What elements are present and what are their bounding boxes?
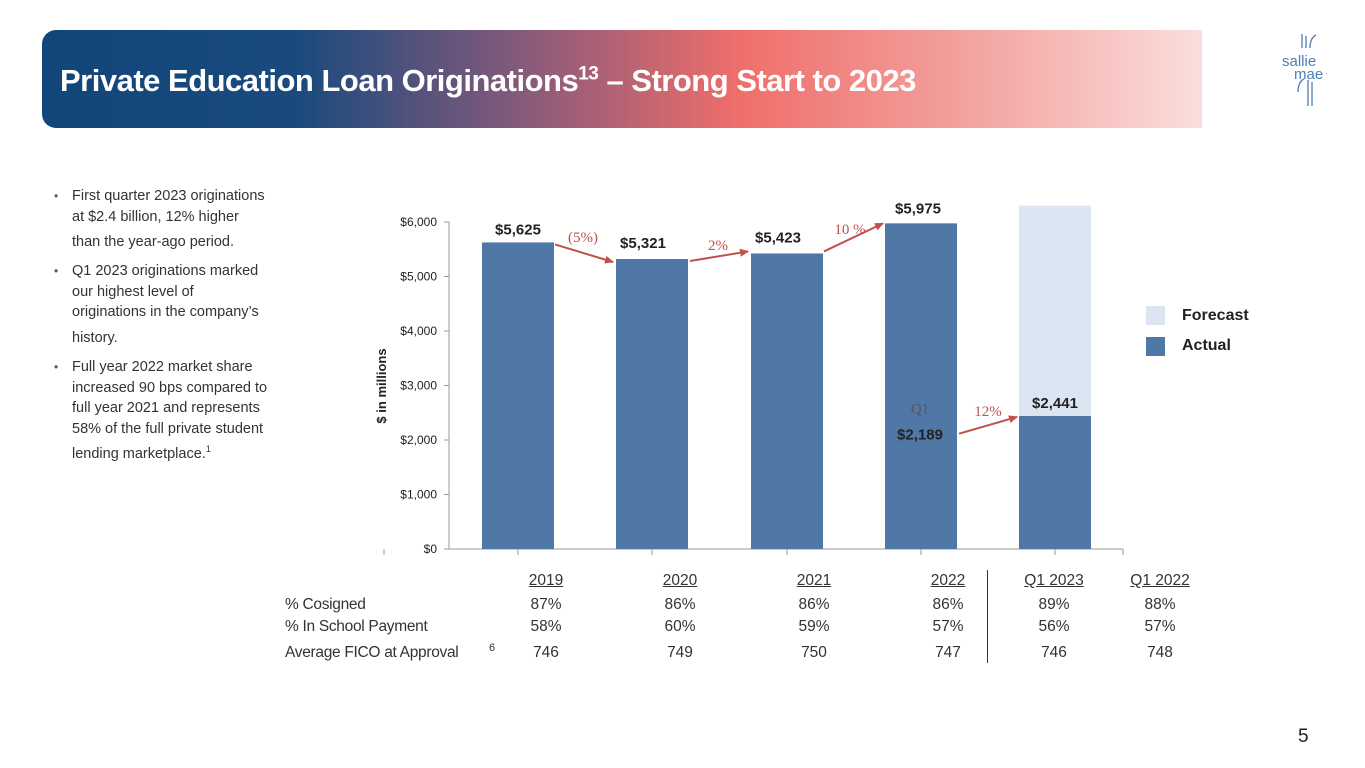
table-cell: 747 [935, 644, 961, 661]
table-header-cell: Q1 2023 [1024, 572, 1084, 589]
y-tick-label: $0 [424, 542, 438, 556]
growth-label: 10 % [834, 222, 865, 238]
legend-swatch-actual [1146, 337, 1165, 356]
growth-arrow [554, 243, 614, 264]
actual-bar [751, 253, 823, 549]
legend-swatch-forecast [1146, 306, 1165, 325]
bullet-item: Full year 2022 market share increased 90… [54, 357, 269, 464]
bullet-text: First quarter 2023 originations at $2.4 … [72, 188, 265, 250]
growth-label: 12% [974, 404, 1002, 420]
growth-arrow [689, 248, 749, 262]
growth-arrow [823, 222, 884, 253]
table-cell: 87% [530, 596, 562, 613]
table-header-cell: 2021 [796, 572, 832, 589]
table-header-cell: 2020 [662, 572, 698, 589]
y-tick-label: $5,000 [400, 270, 437, 284]
page-title-footnote: 13 [578, 63, 599, 85]
growth-arrow [958, 415, 1018, 435]
bullet-item: First quarter 2023 originations at $2.4 … [54, 186, 269, 252]
growth-label: 2% [708, 238, 728, 254]
y-tick-label: $6,000 [400, 215, 437, 229]
table-cell: 746 [1041, 644, 1067, 661]
page-title-rest: – Strong Start to 2023 [598, 63, 916, 98]
page-title: Private Education Loan Originations13 – … [60, 63, 916, 99]
table-cell: 86% [798, 596, 830, 613]
page-number: 5 [1298, 726, 1309, 747]
y-axis: $0 $1,000 $2,000 $3,000 $4,000 $5,000 $6,000 $ … [374, 215, 1124, 556]
table-header-cell: Q1 2022 [1130, 572, 1190, 589]
y-tick-label: $2,000 [400, 433, 437, 447]
actual-bar [885, 223, 957, 550]
table-row-label: % In School Payment [285, 618, 428, 635]
growth-arrows-group: (5%) 2% 10 % 12% [554, 222, 1018, 435]
table-divider [987, 570, 988, 663]
y-tick-label: $3,000 [400, 379, 437, 393]
table-cell: 57% [932, 618, 964, 635]
title-banner: Private Education Loan Originations13 – … [42, 30, 1202, 128]
table-cell: 748 [1147, 644, 1173, 661]
legend-label-actual: Actual [1182, 337, 1231, 354]
logo-trademark: · [1325, 69, 1328, 78]
legend-label-forecast: Forecast [1182, 307, 1249, 324]
bullet-text: Full year 2022 market share increased 90… [72, 359, 268, 462]
table-cell: 749 [667, 644, 693, 661]
table-cell: 746 [533, 644, 559, 661]
bullet-text: Q1 2023 originations marked our highest … [72, 263, 259, 346]
table-row-label: % Cosigned [285, 596, 366, 613]
bullet-footnote: 1 [205, 444, 211, 455]
actual-bar [482, 242, 554, 549]
y-tick-label: $1,000 [400, 488, 437, 502]
table-cell: 60% [664, 618, 696, 635]
table-cell: 88% [1144, 596, 1176, 613]
bullet-item: Q1 2023 originations marked our highest … [54, 261, 269, 348]
q1-2022-value-label: $2,189 [897, 427, 943, 444]
table-header-cell: 2022 [930, 572, 966, 589]
actual-bar [616, 259, 688, 549]
table-cell: 86% [664, 596, 696, 613]
bullet-list: First quarter 2023 originations at $2.4 … [54, 186, 269, 473]
growth-label: (5%) [568, 230, 598, 246]
table-cell: 56% [1038, 618, 1070, 635]
actual-bar [1019, 415, 1091, 549]
bar-value-label: $2,441 [1032, 395, 1078, 412]
chart-legend: Forecast Actual [1146, 306, 1249, 356]
logo-text-mae: mae [1294, 66, 1323, 83]
y-tick-label: $4,000 [400, 324, 437, 338]
table-cell: 89% [1038, 596, 1070, 613]
bar-value-label: $5,975 [895, 200, 941, 217]
page-title-main: Private Education Loan Originations [60, 63, 579, 98]
logo-mark-icon [1297, 34, 1317, 106]
table-cell: 58% [530, 618, 562, 635]
bar-value-label: $5,321 [620, 235, 666, 252]
table-cell: 57% [1144, 618, 1176, 635]
table-cell: 86% [932, 596, 964, 613]
y-axis-title: $ in millions [374, 348, 389, 423]
value-labels-group: $5,625 $5,321 $5,423 $5,975 $2,441 $2,189 Q1 [495, 200, 1078, 443]
sallie-mae-logo: sallie mae · [1282, 34, 1328, 106]
bars-group [482, 205, 1091, 550]
table-cell: 59% [798, 618, 830, 635]
table-cell: 750 [801, 644, 827, 661]
q1-label: Q1 [911, 402, 929, 418]
bar-value-label: $5,625 [495, 221, 541, 238]
logo-text-sallie: sallie [1282, 53, 1316, 70]
table-footnote: 6 [489, 642, 496, 654]
bar-value-label: $5,423 [755, 229, 801, 246]
table-row-label: Average FICO at Approval [285, 644, 459, 661]
table-header-cell: 2019 [528, 572, 564, 589]
